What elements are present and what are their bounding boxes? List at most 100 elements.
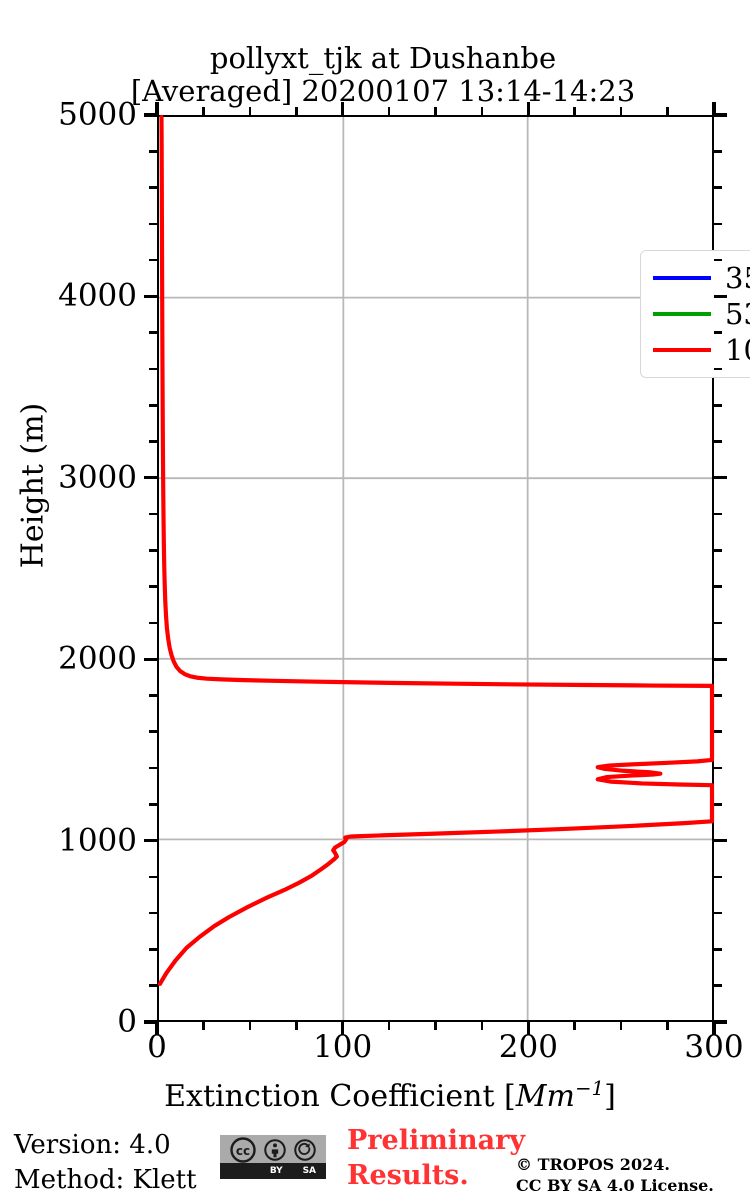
axis-tick [387, 1022, 391, 1030]
axis-tick [341, 102, 345, 115]
legend-swatch-355 [653, 276, 711, 280]
axis-tick [714, 512, 722, 516]
axis-tick [248, 1022, 252, 1030]
axis-tick [619, 107, 623, 115]
axis-tick [144, 476, 157, 480]
preliminary-results-note: Preliminary Results. [347, 1124, 525, 1193]
axis-tick [714, 621, 722, 625]
x-axis-label: Extinction Coefficient [Mm−1] [0, 1077, 750, 1114]
axis-tick [155, 1022, 159, 1035]
x-tick-label: 300 [684, 1029, 744, 1065]
axis-tick [155, 102, 159, 115]
axis-tick [714, 585, 722, 588]
legend-entry-1064: 1064 nm [641, 332, 750, 368]
method-text: Method: Klett [14, 1164, 197, 1195]
axis-tick [149, 694, 157, 697]
axis-tick [434, 1022, 437, 1030]
cc-logo-icon: cc [230, 1137, 256, 1163]
cc-sa-caption: SA [302, 1165, 317, 1176]
axis-tick [149, 149, 157, 153]
axis-tick [526, 1022, 530, 1035]
y-axis-label: Height (m) [15, 402, 51, 569]
x-axis-label-exponent: −1 [574, 1077, 605, 1100]
svg-text:cc: cc [236, 1144, 250, 1158]
creative-commons-badge-icon: cc BY SA [219, 1134, 327, 1180]
axis-tick [714, 948, 722, 951]
axis-tick [144, 657, 157, 661]
axis-tick [149, 367, 157, 371]
axis-tick [248, 107, 252, 115]
axis-tick [149, 984, 157, 987]
axis-tick [714, 113, 727, 117]
axis-tick [149, 186, 157, 189]
legend-swatch-1064 [653, 348, 711, 352]
axis-tick [149, 875, 157, 879]
legend-label-1064: 1064 nm [725, 332, 750, 367]
axis-tick [573, 107, 577, 115]
y-tick-label: 1000 [58, 822, 137, 859]
axis-tick [714, 258, 722, 262]
x-axis-label-suffix: ] [604, 1079, 616, 1114]
data-layer [157, 114, 715, 986]
axis-tick [714, 476, 727, 480]
axis-tick [714, 875, 722, 879]
axis-tick [144, 839, 157, 843]
cc-badge-captions: BY SA [220, 1163, 326, 1179]
axis-tick [144, 113, 157, 117]
axis-tick [714, 730, 722, 734]
axis-tick [149, 585, 157, 588]
preliminary-line-1: Preliminary [347, 1125, 526, 1156]
legend-label-355: 355 nm [725, 260, 750, 295]
chart-title-line-2: [Averaged] 20200107 13:14-14:23 [130, 74, 636, 109]
y-tick-label: 3000 [58, 459, 137, 496]
axis-tick [149, 730, 157, 734]
legend-swatch-532 [653, 312, 711, 316]
axis-tick [714, 803, 722, 806]
axis-tick [434, 107, 437, 115]
axis-tick [714, 149, 722, 153]
axis-tick [526, 102, 530, 115]
x-tick-label: 100 [313, 1029, 373, 1065]
axis-tick [714, 440, 722, 443]
axis-tick [202, 1022, 205, 1030]
axis-tick [294, 1022, 298, 1030]
axis-tick [714, 839, 727, 843]
axis-tick [149, 222, 157, 226]
axis-tick [712, 102, 716, 115]
y-tick-label: 0 [117, 1003, 137, 1040]
x-tick-label: 0 [147, 1029, 167, 1065]
axis-tick [149, 911, 157, 915]
axis-tick [202, 107, 205, 115]
cc-by-person-icon [264, 1139, 286, 1161]
copyright-line-2: CC BY SA 4.0 License. [516, 1176, 714, 1196]
axis-tick [294, 107, 298, 115]
version-method-block: Version: 4.0 Method: Klett [14, 1128, 197, 1198]
axis-tick [480, 1022, 484, 1030]
axis-tick [714, 294, 727, 298]
axis-tick [149, 803, 157, 806]
axis-tick [149, 766, 157, 770]
plot-area: 355 nm 532 nm 1064 nm [157, 114, 750, 1022]
axis-tick [666, 107, 669, 115]
copyright-line-1: © TROPOS 2024. [516, 1155, 670, 1174]
axis-tick [387, 107, 391, 115]
axis-tick [149, 621, 157, 625]
axis-tick [714, 367, 722, 371]
axis-tick [714, 766, 722, 770]
legend-entry-532: 532 nm [641, 296, 750, 332]
legend-label-532: 532 nm [725, 296, 750, 331]
chart-title-line-1: pollyxt_tjk at Dushanbe [209, 41, 557, 75]
y-tick-label: 5000 [58, 96, 137, 133]
axis-tick [149, 549, 157, 552]
figure-footer: Version: 4.0 Method: Klett cc [0, 1122, 750, 1200]
x-tick-label: 200 [498, 1029, 558, 1065]
axis-tick [149, 440, 157, 443]
axis-tick [714, 222, 722, 226]
axis-tick [714, 657, 727, 661]
y-tick-label: 4000 [58, 277, 137, 314]
y-tick-label: 2000 [58, 640, 137, 677]
axis-tick [714, 911, 722, 915]
axis-tick [714, 186, 722, 189]
axis-tick [149, 948, 157, 951]
